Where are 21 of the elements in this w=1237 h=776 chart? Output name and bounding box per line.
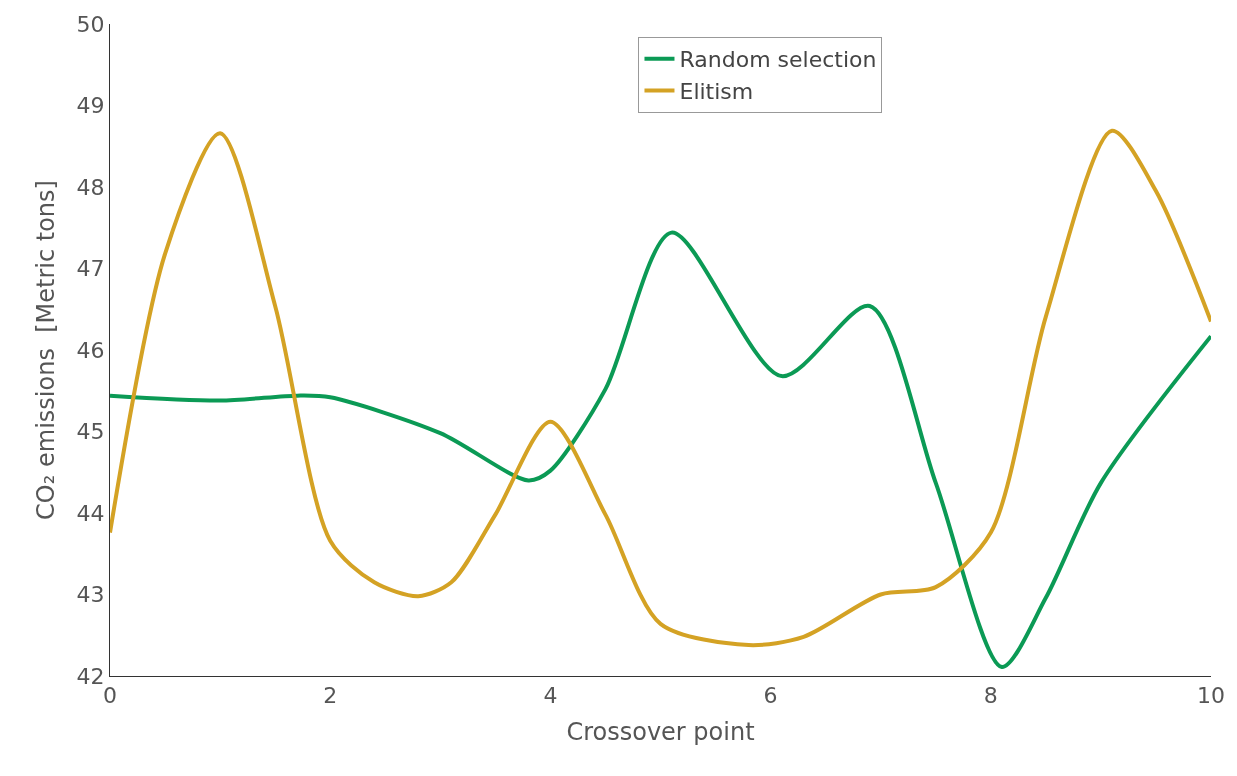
x-tick-label: 10 — [1197, 683, 1225, 709]
y-tick-label: 46 — [76, 337, 105, 363]
y-tick-label: 47 — [76, 256, 105, 282]
x-tick-label: 2 — [323, 683, 338, 709]
y-tick-label: 50 — [76, 11, 105, 37]
legend-label: Random selection — [679, 47, 877, 73]
y-tick-label: 45 — [76, 419, 105, 445]
line-series — [110, 230, 1211, 670]
line-series — [110, 128, 1211, 648]
y-tick-label: 42 — [76, 663, 105, 689]
x-tick-label: 0 — [103, 683, 117, 709]
x-tick-label: 8 — [983, 683, 998, 709]
x-tick-label: 6 — [763, 683, 778, 709]
y-tick-label: 44 — [76, 500, 105, 526]
y-tick-label: 43 — [76, 582, 105, 608]
y-axis-title: CO₂ emissions [Metric tons] — [31, 180, 60, 520]
legend-label: Elitism — [679, 79, 754, 105]
x-axis-title: Crossover point — [566, 717, 755, 746]
y-tick-label: 49 — [76, 93, 105, 119]
x-tick-label: 4 — [543, 683, 558, 709]
y-tick-label: 48 — [76, 174, 105, 200]
